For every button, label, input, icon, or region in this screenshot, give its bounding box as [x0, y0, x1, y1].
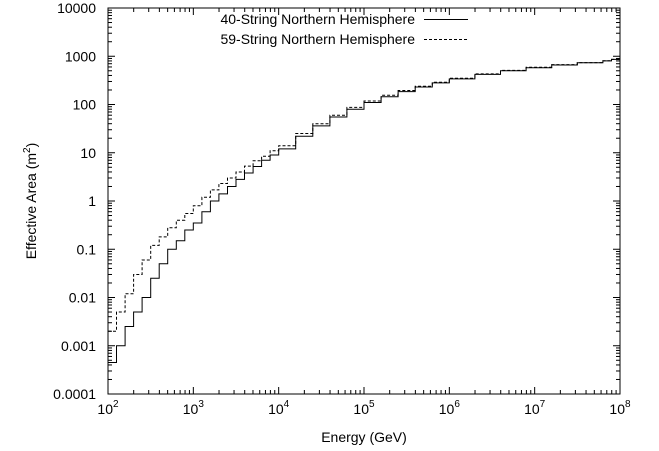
y-tick-label: 100 [73, 97, 97, 113]
x-tick-label-base: 10 [353, 401, 369, 417]
x-tick-label-exp: 4 [284, 399, 290, 410]
x-tick-label-base: 10 [524, 401, 540, 417]
x-tick-label: 103 [183, 399, 205, 417]
y-axis-label: Effective Area (m2) [22, 143, 39, 260]
x-axis-label: Energy (GeV) [321, 429, 407, 445]
x-tick-label-exp: 3 [198, 399, 204, 410]
x-tick-label-exp: 6 [454, 399, 460, 410]
y-tick-label: 1000 [65, 48, 96, 64]
x-tick-label-base: 10 [268, 401, 284, 417]
series-40-string-line [108, 59, 620, 363]
x-tick-label-exp: 5 [369, 399, 375, 410]
legend-label-59-string: 59-String Northern Hemisphere [220, 31, 415, 47]
legend-label-40-string: 40-String Northern Hemisphere [220, 11, 415, 27]
y-tick-label: 10 [80, 145, 96, 161]
series-layer [108, 59, 620, 363]
y-axis-label-base: Effective Area (m [23, 153, 39, 259]
x-tick-label-base: 10 [609, 401, 625, 417]
y-tick-label: 1 [88, 193, 96, 209]
x-tick-label: 104 [268, 399, 290, 417]
x-tick-label-base: 10 [97, 401, 113, 417]
x-tick-label-base: 10 [183, 401, 199, 417]
y-tick-label: 10000 [57, 0, 96, 16]
y-tick-label: 0.001 [61, 338, 96, 354]
x-tick-label-exp: 2 [113, 399, 119, 410]
series-59-string-line [108, 59, 620, 332]
x-tick-label: 102 [97, 399, 119, 417]
y-axis-label-end: ) [23, 143, 39, 148]
x-tick-label: 106 [439, 399, 461, 417]
ticks-layer: 102 103 104 105 106 107 1080.00010.0010.010.11… [53, 0, 631, 417]
x-tick-label: 107 [524, 399, 546, 417]
x-tick-label-exp: 8 [625, 399, 631, 410]
y-tick-label: 0.1 [77, 241, 97, 257]
legend: 40-String Northern Hemisphere 59-String … [220, 11, 468, 47]
y-tick-label: 0.0001 [53, 386, 96, 402]
x-tick-label-exp: 7 [540, 399, 546, 410]
x-tick-label: 108 [609, 399, 631, 417]
x-tick-label: 105 [353, 399, 375, 417]
y-tick-label: 0.01 [69, 290, 96, 306]
plot-frame [108, 8, 620, 394]
x-tick-label-base: 10 [439, 401, 455, 417]
